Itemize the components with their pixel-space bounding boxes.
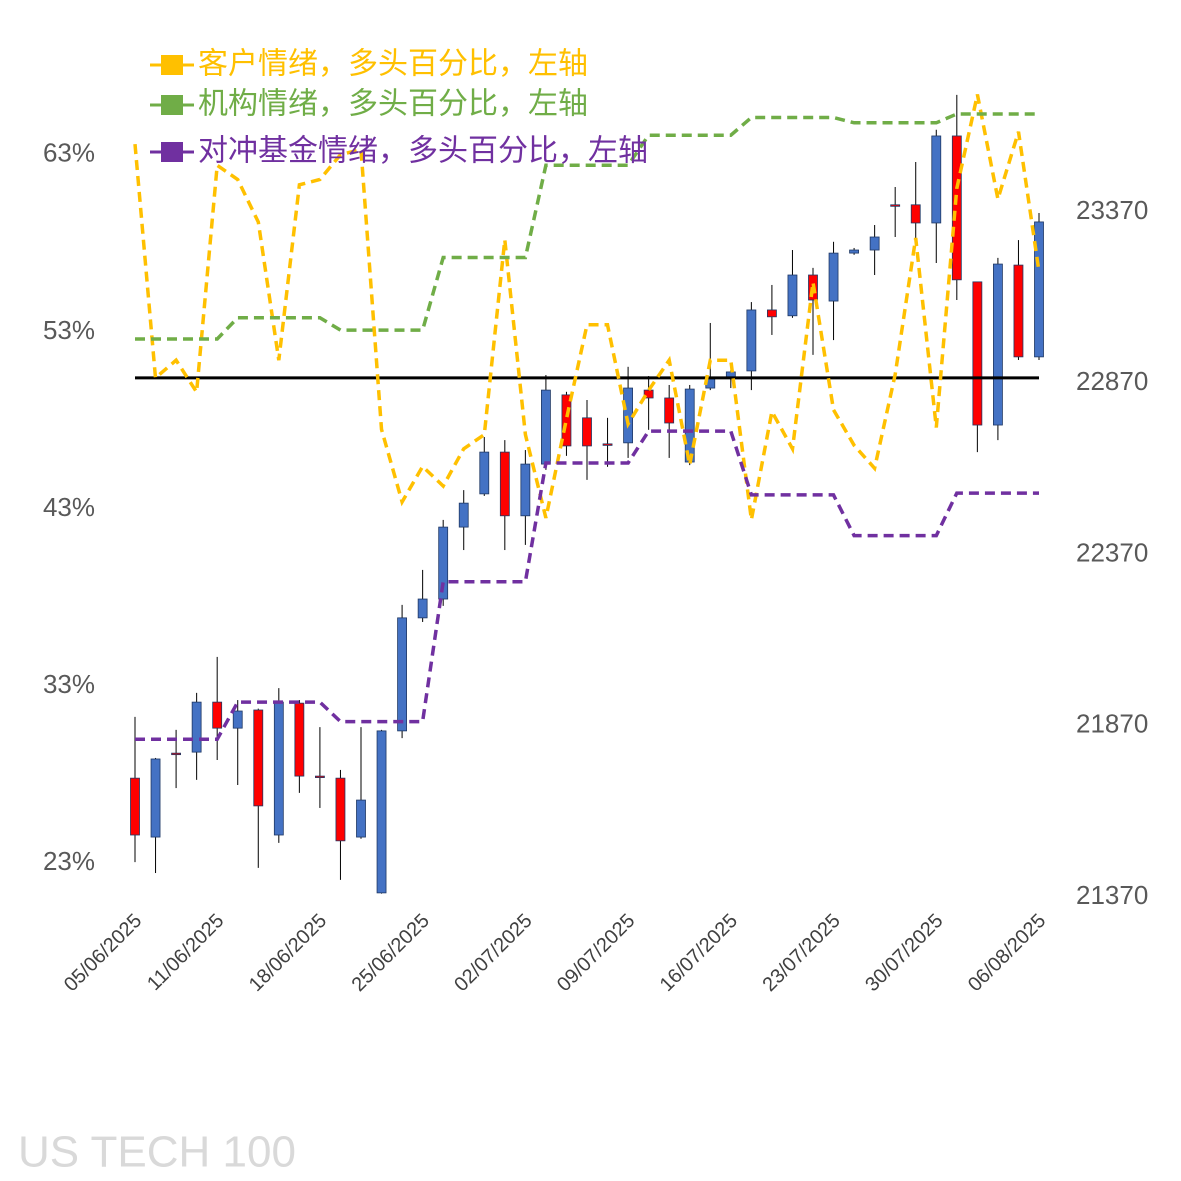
candle-body xyxy=(931,135,942,224)
candle-body xyxy=(438,526,449,600)
y-tick-label: 63% xyxy=(43,138,95,168)
candle-body xyxy=(171,752,181,756)
candle-body xyxy=(951,135,962,281)
legend-item: 客户情绪，多头百分比，左轴 xyxy=(150,47,588,82)
candle-body xyxy=(910,204,921,224)
x-tick-label: 02/07/2025 xyxy=(450,910,536,996)
x-tick-label: 23/07/2025 xyxy=(758,910,844,996)
legend-label: 机构情绪，多头百分比，左轴 xyxy=(198,87,588,122)
sentiment-line xyxy=(133,94,1041,521)
y-tick-label: 43% xyxy=(43,492,95,522)
candle-body xyxy=(582,417,592,447)
candle-body xyxy=(828,252,839,302)
candle-body xyxy=(273,701,284,836)
candle-body xyxy=(869,236,880,251)
y2-tick-label: 22370 xyxy=(1076,537,1148,567)
legend-item: 对冲基金情绪，多头百分比，左轴 xyxy=(150,134,648,169)
candle-body xyxy=(294,702,305,777)
y-tick-label: 33% xyxy=(43,669,95,699)
candle-body xyxy=(1034,221,1044,358)
x-tick-label: 11/06/2025 xyxy=(143,910,228,995)
candle-body xyxy=(458,502,469,528)
candle-body xyxy=(356,799,366,838)
candle-body xyxy=(972,281,983,426)
candle-body xyxy=(150,758,161,838)
legend-marker xyxy=(161,142,183,162)
watermark: US TECH 100 xyxy=(18,1128,296,1177)
y2-tick-label: 22870 xyxy=(1076,366,1148,396)
candle-body xyxy=(232,710,243,729)
y2-tick-label: 21870 xyxy=(1076,709,1148,739)
legend-marker xyxy=(161,95,183,115)
x-tick-label: 25/06/2025 xyxy=(348,910,434,996)
candle-body xyxy=(315,775,325,778)
candle-body xyxy=(849,249,859,254)
candle-body xyxy=(376,730,387,894)
candle-body xyxy=(335,777,346,842)
candle-body xyxy=(1013,264,1024,358)
sentiment-line xyxy=(135,429,1039,742)
y-tick-label: 23% xyxy=(43,846,95,876)
y-tick-label: 53% xyxy=(43,315,95,345)
candle-body xyxy=(746,309,757,372)
legend-label: 对冲基金情绪，多头百分比，左轴 xyxy=(198,134,648,169)
candle-body xyxy=(130,777,140,836)
x-tick-label: 05/06/2025 xyxy=(60,910,146,996)
candle-body xyxy=(643,389,654,399)
candle-body xyxy=(890,204,901,207)
candle-body xyxy=(561,394,572,447)
x-tick-label: 30/07/2025 xyxy=(861,910,947,996)
sentiment-line xyxy=(135,112,1039,341)
legend-item: 机构情绪，多头百分比，左轴 xyxy=(150,87,588,122)
candle-body xyxy=(499,451,510,517)
candle-body xyxy=(767,309,777,318)
y2-tick-label: 23370 xyxy=(1076,195,1148,225)
candle-body xyxy=(520,463,531,517)
candle-body xyxy=(212,701,223,729)
candle-body xyxy=(787,274,798,317)
candle-body xyxy=(993,263,1003,426)
candle-body xyxy=(602,443,613,446)
legend-label: 客户情绪，多头百分比，左轴 xyxy=(198,47,588,82)
legend-marker xyxy=(161,55,183,75)
x-tick-label: 16/07/2025 xyxy=(656,910,742,996)
x-tick-label: 18/06/2025 xyxy=(245,910,331,996)
candle-body xyxy=(479,451,490,495)
candle-body xyxy=(623,387,633,444)
x-tick-label: 09/07/2025 xyxy=(553,910,639,996)
y2-tick-label: 21370 xyxy=(1076,880,1148,910)
candle-body xyxy=(253,709,264,807)
candle-body xyxy=(664,397,675,424)
candle-body xyxy=(417,598,428,619)
candle-body xyxy=(541,389,551,465)
x-tick-label: 06/08/2025 xyxy=(964,910,1050,996)
candle-body xyxy=(191,701,202,753)
candle-body xyxy=(397,617,407,732)
